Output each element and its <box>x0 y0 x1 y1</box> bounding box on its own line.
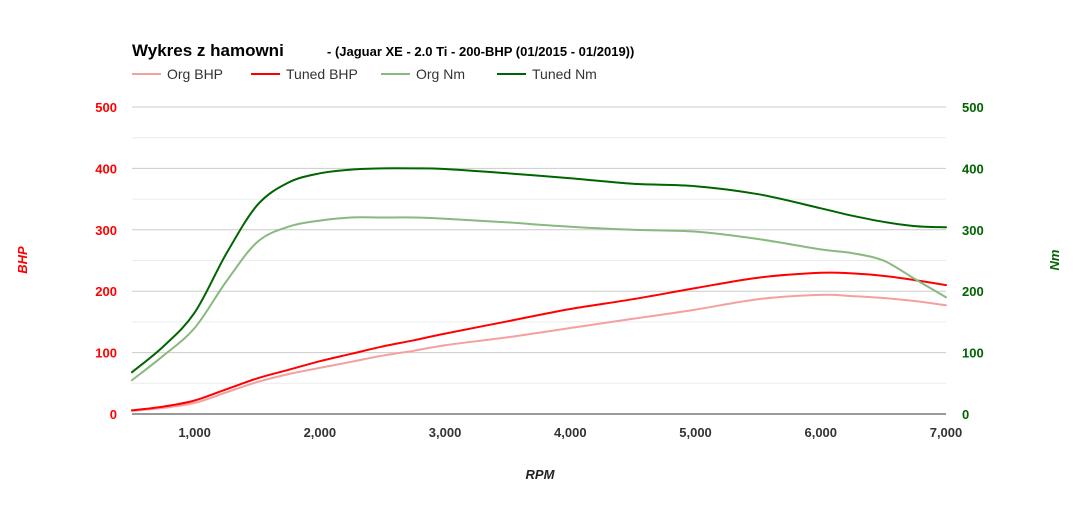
right-tick-label: 400 <box>962 161 984 176</box>
right-tick-label: 500 <box>962 100 984 115</box>
x-tick-label: 5,000 <box>679 425 712 440</box>
series-line-tuned-nm <box>131 167 947 374</box>
left-axis-ticks: 0 100 200 300 400 500 <box>95 100 117 422</box>
x-tick-label: 3,000 <box>429 425 462 440</box>
left-axis-title: BHP <box>15 246 30 274</box>
x-tick-label: 2,000 <box>304 425 337 440</box>
right-tick-label: 300 <box>962 223 984 238</box>
chart-subtitle: - (Jaguar XE - 2.0 Ti - 200-BHP (01/2015… <box>327 44 634 59</box>
left-tick-label: 200 <box>95 284 117 299</box>
series-line-tuned-bhp <box>131 271 947 412</box>
series-layer <box>131 167 947 412</box>
legend-label: Tuned Nm <box>532 66 597 82</box>
legend-label: Org BHP <box>167 66 223 82</box>
left-tick-label: 500 <box>95 100 117 115</box>
left-tick-label: 400 <box>95 161 117 176</box>
legend-label: Org Nm <box>416 66 465 82</box>
series-line-org-bhp <box>131 293 947 412</box>
series-line-org-nm <box>131 216 947 382</box>
x-axis-ticks: 1,000 2,000 3,000 4,000 5,000 6,000 7,000 <box>178 425 962 440</box>
x-tick-label: 7,000 <box>930 425 963 440</box>
legend-label: Tuned BHP <box>286 66 358 82</box>
grid-lines <box>132 106 946 415</box>
x-tick-label: 6,000 <box>804 425 837 440</box>
right-tick-label: 200 <box>962 284 984 299</box>
x-axis-title: RPM <box>526 467 556 482</box>
chart-title: Wykres z hamowni <box>132 41 284 60</box>
left-tick-label: 300 <box>95 223 117 238</box>
left-tick-label: 100 <box>95 346 117 361</box>
legend: Org BHP Tuned BHP Org Nm Tuned Nm <box>132 66 597 82</box>
right-axis-ticks: 0 100 200 300 400 500 <box>962 100 984 422</box>
right-tick-label: 100 <box>962 346 984 361</box>
left-tick-label: 0 <box>110 407 117 422</box>
x-tick-label: 1,000 <box>178 425 211 440</box>
x-tick-label: 4,000 <box>554 425 587 440</box>
right-axis-title: Nm <box>1047 249 1062 270</box>
right-tick-label: 0 <box>962 407 969 422</box>
